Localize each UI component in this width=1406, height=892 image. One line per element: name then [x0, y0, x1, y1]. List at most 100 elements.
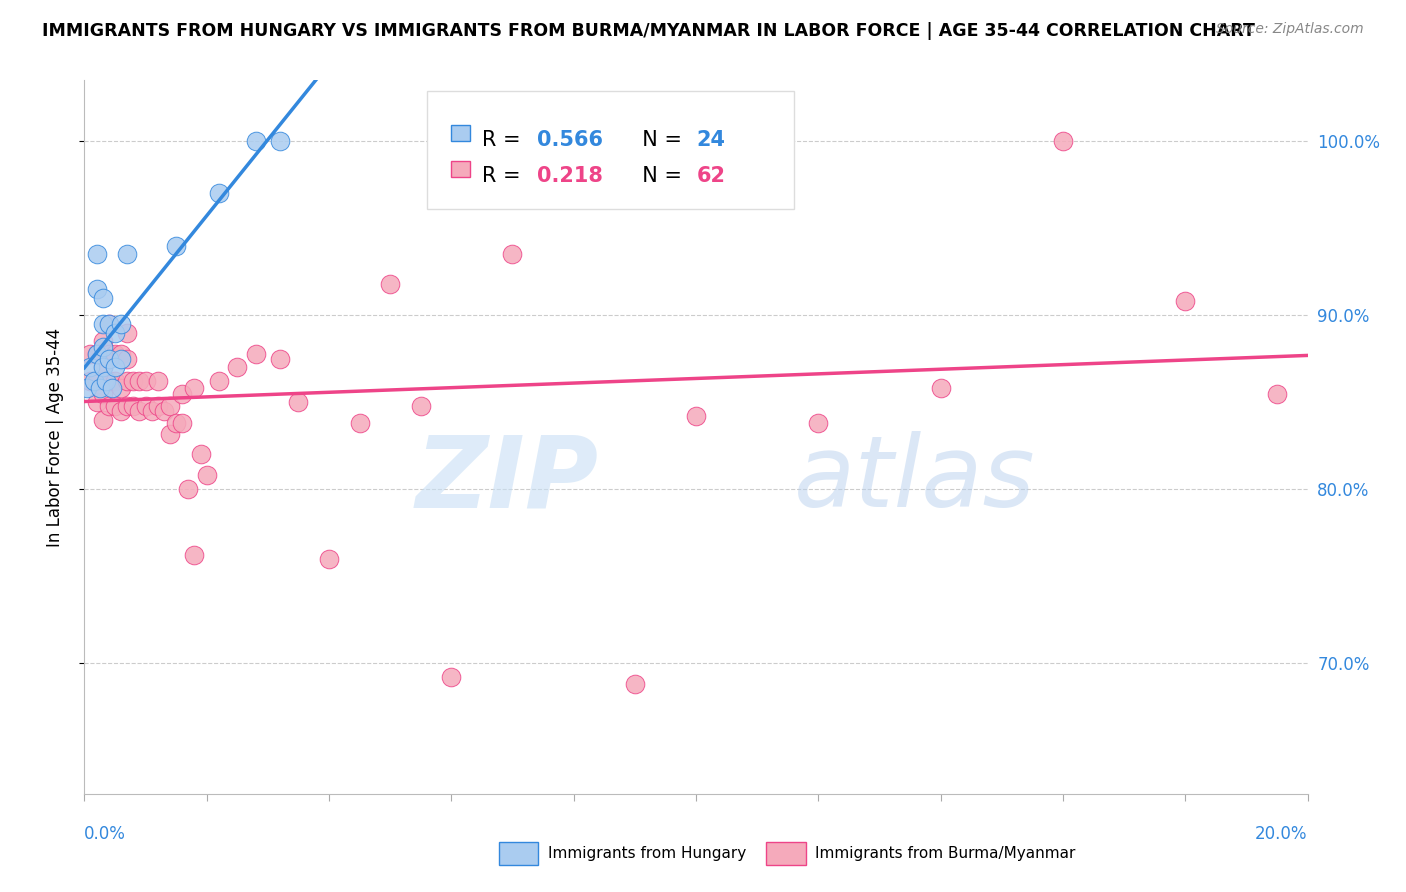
- Point: [172, 416, 194, 430]
- Point: [91, 386, 114, 401]
- Point: [269, 134, 291, 148]
- FancyBboxPatch shape: [451, 125, 470, 141]
- Point: [122, 375, 145, 389]
- Point: [685, 409, 707, 424]
- Point: [929, 381, 952, 395]
- Text: N =: N =: [628, 166, 689, 186]
- Point: [159, 399, 181, 413]
- Point: [165, 416, 187, 430]
- Point: [502, 247, 524, 261]
- Point: [146, 399, 169, 413]
- Point: [1265, 386, 1288, 401]
- Point: [318, 552, 340, 566]
- Text: 0.566: 0.566: [537, 130, 603, 150]
- Point: [269, 351, 291, 366]
- Text: ZIP: ZIP: [415, 432, 598, 528]
- Point: [91, 412, 114, 426]
- Text: 20.0%: 20.0%: [1256, 825, 1308, 843]
- Point: [122, 399, 145, 413]
- Point: [183, 549, 205, 563]
- Text: atlas: atlas: [794, 432, 1035, 528]
- Point: [79, 375, 101, 389]
- Point: [245, 134, 267, 148]
- Point: [91, 317, 114, 331]
- Point: [208, 186, 231, 201]
- Text: Source: ZipAtlas.com: Source: ZipAtlas.com: [1216, 22, 1364, 37]
- Point: [115, 375, 138, 389]
- Point: [86, 395, 108, 409]
- Point: [195, 468, 218, 483]
- Point: [159, 426, 181, 441]
- Point: [91, 340, 114, 354]
- Text: Immigrants from Burma/Myanmar: Immigrants from Burma/Myanmar: [815, 847, 1076, 861]
- Point: [79, 346, 101, 360]
- Point: [135, 375, 157, 389]
- Point: [101, 381, 124, 395]
- Point: [115, 326, 138, 340]
- Text: 62: 62: [696, 166, 725, 186]
- Point: [349, 416, 371, 430]
- Text: N =: N =: [628, 130, 689, 150]
- Y-axis label: In Labor Force | Age 35-44: In Labor Force | Age 35-44: [45, 327, 63, 547]
- Point: [86, 346, 108, 360]
- Point: [135, 399, 157, 413]
- Point: [104, 360, 127, 375]
- Point: [97, 399, 120, 413]
- Point: [165, 238, 187, 252]
- Text: R =: R =: [482, 166, 534, 186]
- Point: [86, 346, 108, 360]
- Point: [91, 291, 114, 305]
- Point: [79, 360, 101, 375]
- Point: [97, 317, 120, 331]
- Point: [807, 416, 830, 430]
- Point: [226, 360, 249, 375]
- Point: [94, 375, 117, 389]
- Point: [1052, 134, 1074, 148]
- Point: [245, 346, 267, 360]
- Text: 0.218: 0.218: [537, 166, 603, 186]
- Point: [104, 399, 127, 413]
- Point: [115, 399, 138, 413]
- Point: [97, 317, 120, 331]
- FancyBboxPatch shape: [427, 91, 794, 209]
- Point: [110, 404, 132, 418]
- Point: [380, 277, 402, 291]
- Point: [91, 360, 114, 375]
- Point: [104, 326, 127, 340]
- Point: [104, 375, 127, 389]
- Point: [177, 483, 200, 497]
- Point: [624, 677, 647, 691]
- Point: [110, 317, 132, 331]
- Point: [208, 375, 231, 389]
- Point: [91, 360, 114, 375]
- Point: [115, 247, 138, 261]
- Text: Immigrants from Hungary: Immigrants from Hungary: [548, 847, 747, 861]
- Text: R =: R =: [482, 130, 534, 150]
- Point: [104, 346, 127, 360]
- Point: [86, 375, 108, 389]
- Point: [153, 404, 176, 418]
- Point: [97, 346, 120, 360]
- FancyBboxPatch shape: [451, 161, 470, 177]
- Point: [76, 381, 98, 395]
- Point: [115, 351, 138, 366]
- Text: IMMIGRANTS FROM HUNGARY VS IMMIGRANTS FROM BURMA/MYANMAR IN LABOR FORCE | AGE 35: IMMIGRANTS FROM HUNGARY VS IMMIGRANTS FR…: [42, 22, 1256, 40]
- Point: [1174, 294, 1197, 309]
- Point: [146, 375, 169, 389]
- Text: 24: 24: [696, 130, 725, 150]
- Point: [409, 399, 432, 413]
- Point: [183, 381, 205, 395]
- Point: [440, 670, 463, 684]
- Point: [128, 375, 150, 389]
- Point: [97, 351, 120, 366]
- Point: [141, 404, 163, 418]
- Point: [110, 381, 132, 395]
- Point: [86, 282, 108, 296]
- Point: [97, 375, 120, 389]
- Point: [83, 375, 105, 389]
- Point: [89, 381, 111, 395]
- Point: [172, 386, 194, 401]
- Point: [287, 395, 309, 409]
- Text: 0.0%: 0.0%: [84, 825, 127, 843]
- Point: [190, 448, 212, 462]
